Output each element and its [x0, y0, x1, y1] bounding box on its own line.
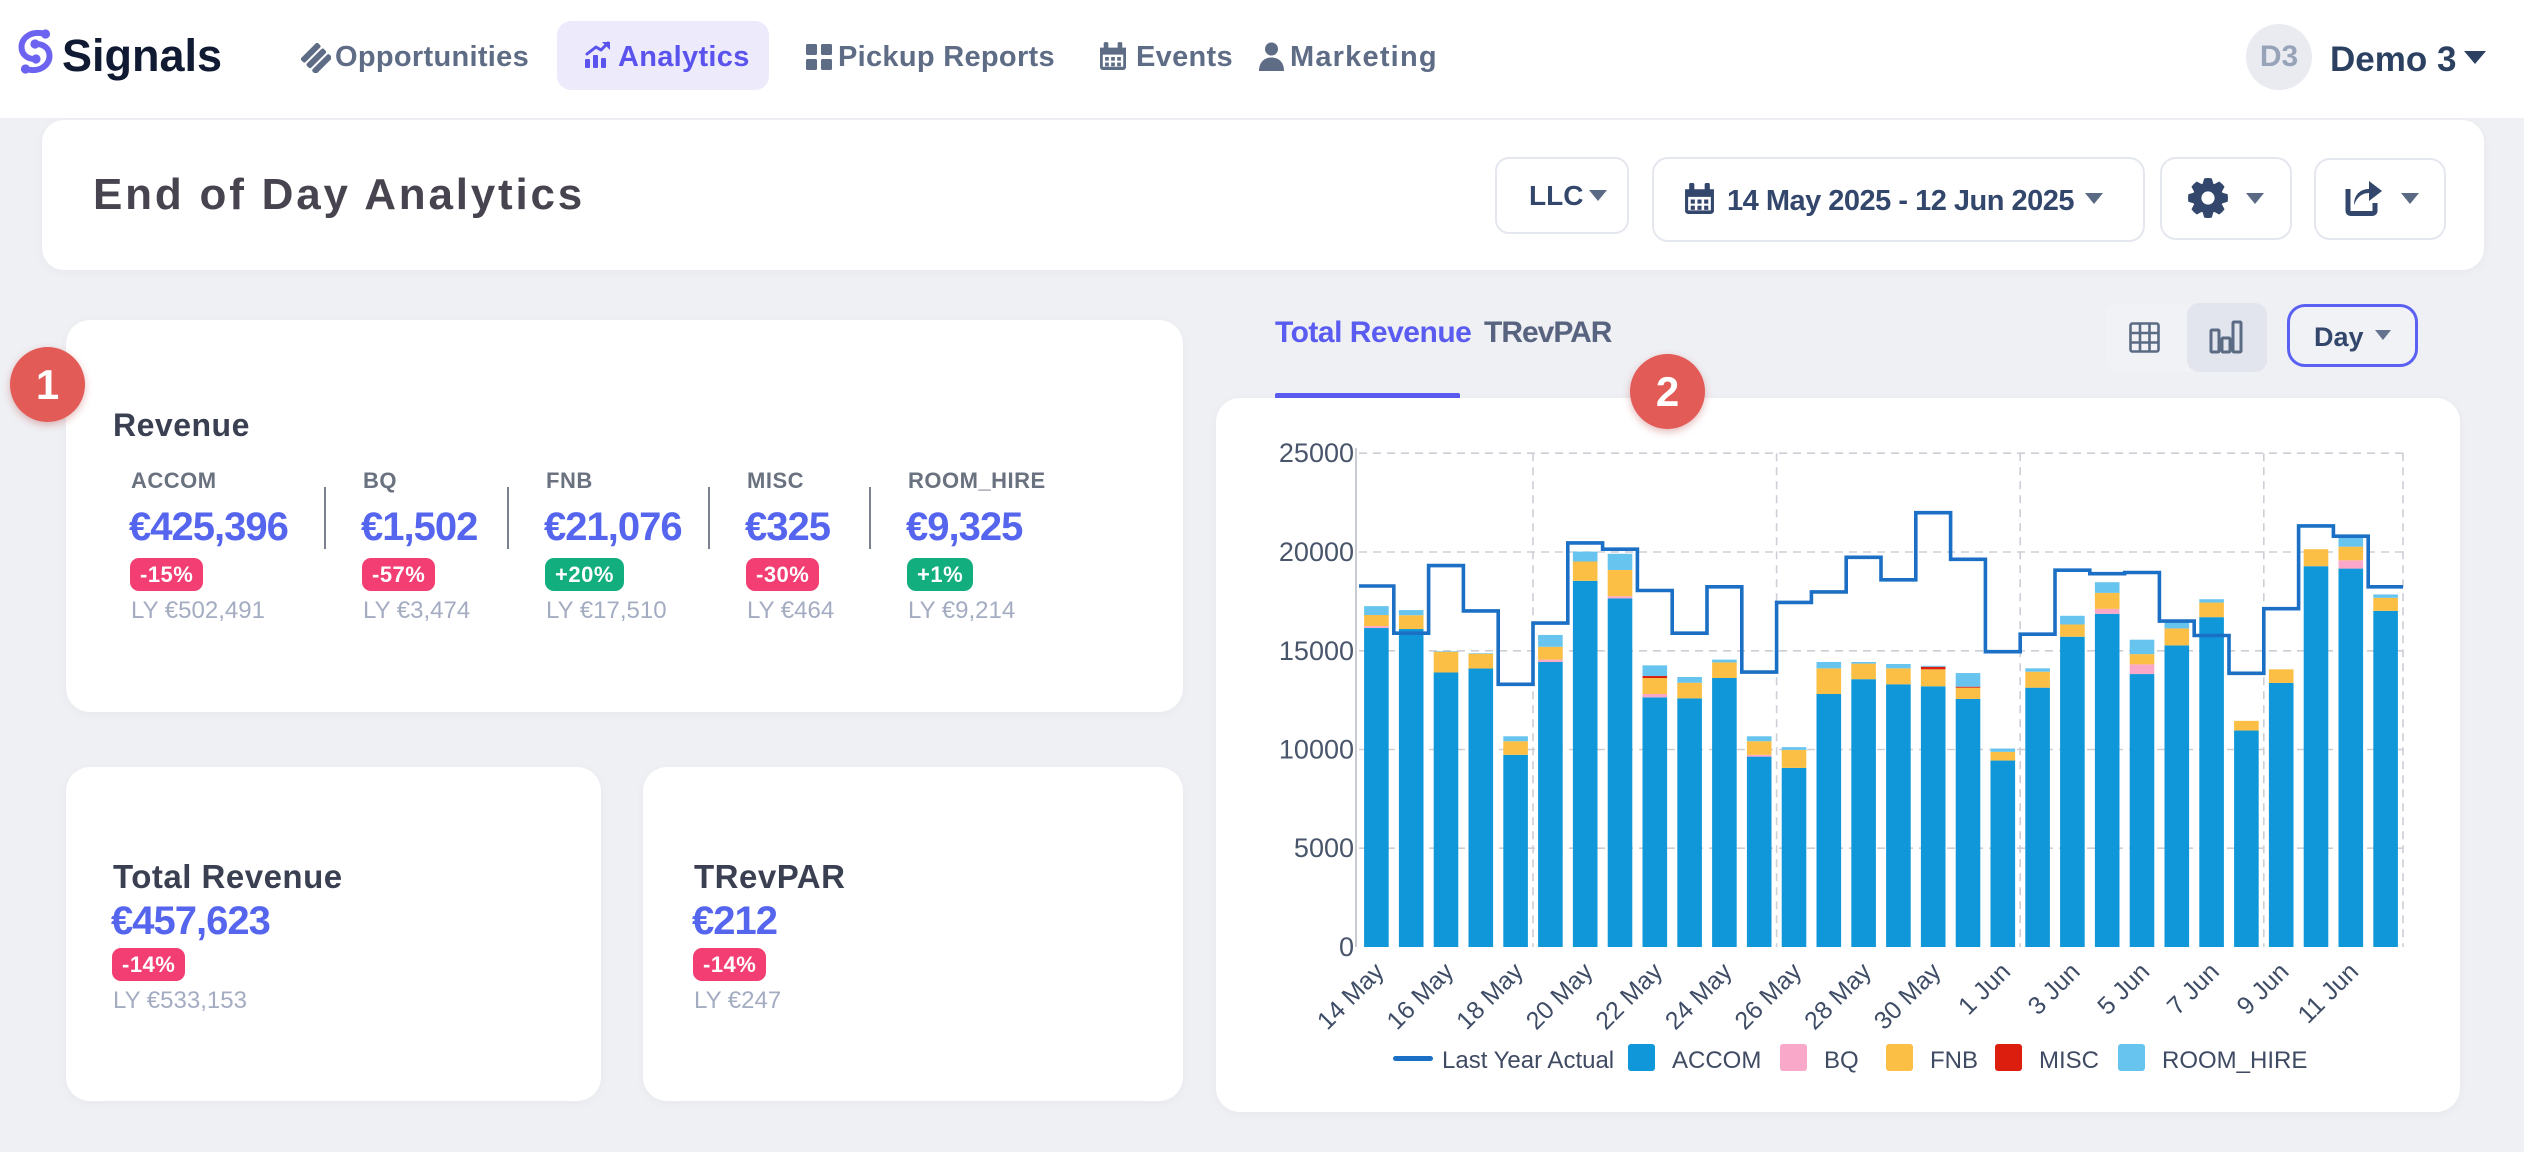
svg-text:11 Jun: 11 Jun: [2292, 957, 2364, 1029]
svg-text:28 May: 28 May: [1799, 957, 1877, 1035]
svg-text:16 May: 16 May: [1381, 957, 1459, 1035]
svg-text:7 Jun: 7 Jun: [2162, 957, 2225, 1020]
svg-text:9 Jun: 9 Jun: [2231, 957, 2294, 1020]
svg-text:14 May: 14 May: [1312, 957, 1390, 1035]
svg-text:18 May: 18 May: [1451, 957, 1529, 1035]
svg-text:20000: 20000: [1279, 537, 1354, 567]
svg-text:26 May: 26 May: [1729, 957, 1807, 1035]
svg-text:10000: 10000: [1279, 735, 1354, 765]
svg-text:15000: 15000: [1279, 636, 1354, 666]
svg-text:ACCOM: ACCOM: [1672, 1047, 1761, 1074]
svg-text:BQ: BQ: [1824, 1047, 1859, 1074]
svg-text:Last Year Actual: Last Year Actual: [1442, 1047, 1614, 1074]
svg-text:5 Jun: 5 Jun: [2092, 957, 2155, 1020]
svg-text:24 May: 24 May: [1660, 957, 1738, 1035]
svg-text:30 May: 30 May: [1869, 957, 1947, 1035]
svg-text:MISC: MISC: [2039, 1047, 2099, 1074]
svg-text:0: 0: [1339, 932, 1354, 962]
svg-text:22 May: 22 May: [1590, 957, 1668, 1035]
svg-text:ROOM_HIRE: ROOM_HIRE: [2162, 1047, 2307, 1074]
svg-text:20 May: 20 May: [1521, 957, 1599, 1035]
svg-text:3 Jun: 3 Jun: [2023, 957, 2086, 1020]
svg-text:FNB: FNB: [1930, 1047, 1978, 1074]
svg-text:25000: 25000: [1279, 438, 1354, 468]
svg-text:1 Jun: 1 Jun: [1953, 957, 2016, 1020]
svg-text:5000: 5000: [1294, 833, 1354, 863]
